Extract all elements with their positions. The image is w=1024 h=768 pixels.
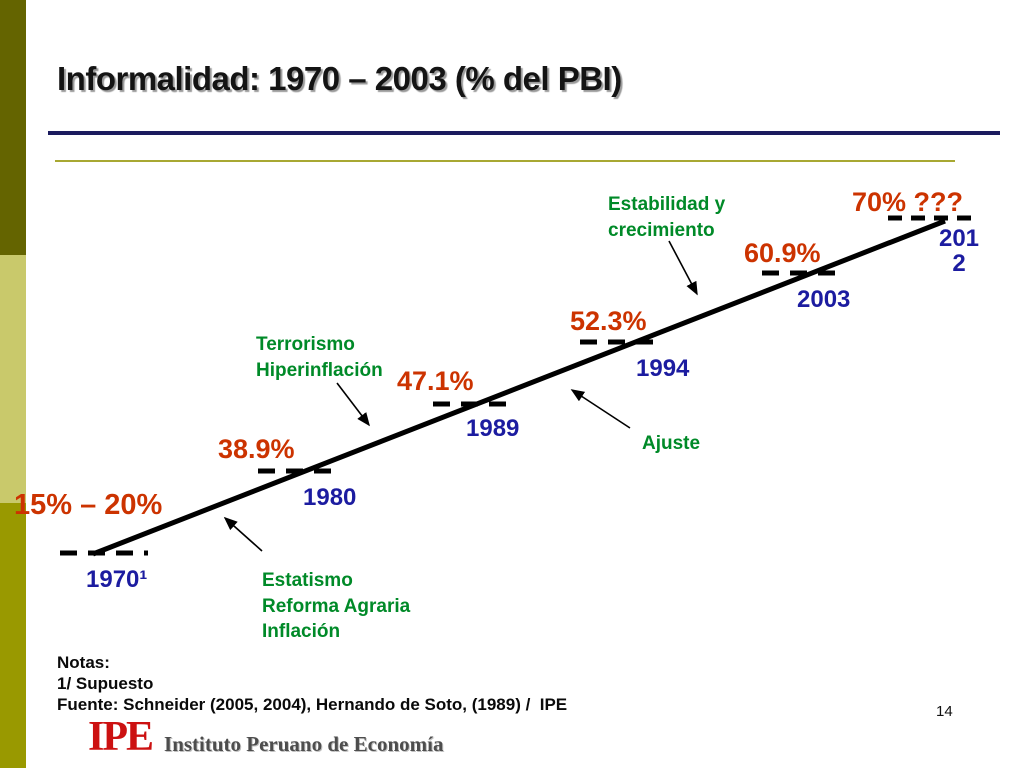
notes-assumption: 1/ Supuesto: [57, 674, 154, 693]
year-label-1989: 1989: [466, 415, 520, 442]
annotation-estatismo: Estatismo Reforma Agraria Inflación: [262, 570, 411, 643]
page-number: 14: [936, 703, 953, 720]
sidebar-accent-dark: [0, 0, 26, 255]
year-label-2012: 2012: [938, 225, 980, 278]
page-title: Informalidad: 1970 – 2003 (% del PBI): [57, 60, 622, 97]
value-label-2012: 70% ???: [852, 187, 964, 217]
value-label-1994: 52.3%: [570, 306, 647, 336]
sidebar-accent-medium: [0, 503, 26, 768]
title-divider-navy: [48, 131, 1000, 135]
year-label-1970: 1970¹: [86, 566, 148, 593]
notes-block: Notas: 1/ Supuesto Fuente: Schneider (20…: [57, 652, 567, 715]
annotation-terrorismo: Terrorismo Hiperinflación: [256, 334, 383, 381]
arrow-estatismo: [223, 516, 263, 552]
sidebar-accent-light: [0, 255, 26, 503]
value-label-1970: 15% – 20%: [14, 489, 163, 521]
arrow-estabilidad: [668, 240, 698, 296]
arrow-ajuste: [570, 389, 631, 429]
notes-heading: Notas:: [57, 653, 110, 672]
value-label-1980: 38.9%: [218, 434, 295, 464]
annotation-estabilidad: Estabilidad y crecimiento: [608, 194, 726, 241]
trend-line: [92, 218, 946, 557]
ipe-logo-text: IPE: [88, 714, 154, 760]
value-label-1989: 47.1%: [397, 366, 474, 396]
annotation-ajuste: Ajuste: [642, 433, 701, 454]
ipe-logo: IPE Instituto Peruano de Economía: [88, 714, 444, 760]
arrow-terrorismo: [336, 382, 370, 427]
value-label-2003: 60.9%: [744, 238, 821, 268]
year-label-1980: 1980: [303, 484, 357, 511]
ipe-logo-subtitle: Instituto Peruano de Economía: [164, 732, 444, 756]
title-divider-olive: [55, 160, 955, 162]
year-label-1994: 1994: [636, 355, 690, 382]
notes-source: Fuente: Schneider (2005, 2004), Hernando…: [57, 695, 568, 714]
year-label-2003: 2003: [797, 286, 851, 313]
